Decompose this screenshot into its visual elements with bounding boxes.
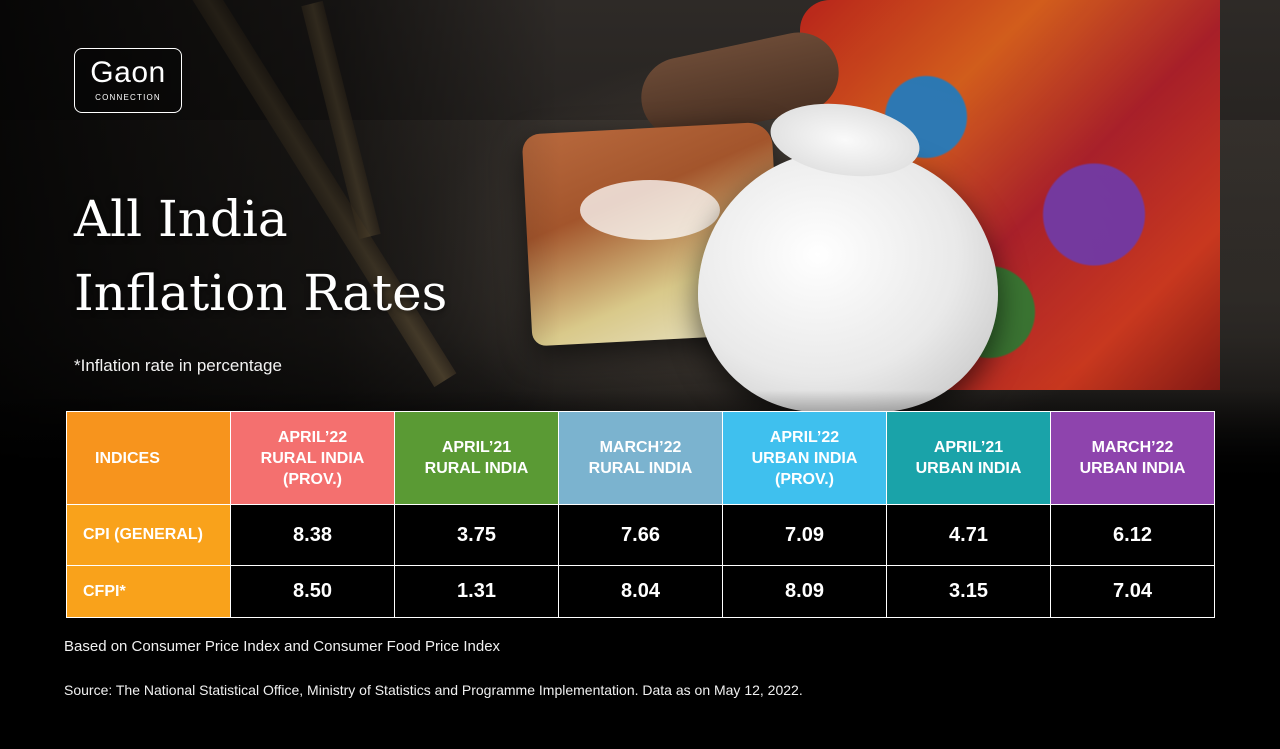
white-sack [698, 150, 998, 412]
title-line-1: All India [74, 190, 288, 248]
header-march22-urban: MARCH’22 URBAN INDIA [1050, 411, 1215, 505]
table-row-cfpi: CFPI* 8.50 1.31 8.04 8.09 3.15 7.04 [66, 565, 1215, 618]
header-april21-rural: APRIL’21 RURAL INDIA [394, 411, 559, 505]
cell-value: 3.75 [394, 504, 559, 566]
cell-value: 6.12 [1050, 504, 1215, 566]
title-line-2: Inflation Rates [74, 264, 448, 322]
cell-value: 8.38 [230, 504, 395, 566]
cell-value: 8.50 [230, 565, 395, 618]
header-april22-rural: APRIL’22 RURAL INDIA (PROV.) [230, 411, 395, 505]
logo-main-text: Gaon [90, 56, 166, 89]
cell-value: 7.09 [722, 504, 887, 566]
header-april22-urban: APRIL’22 URBAN INDIA (PROV.) [722, 411, 887, 505]
table-row-cpi: CPI (GENERAL) 8.38 3.75 7.66 7.09 4.71 6… [66, 504, 1215, 566]
inflation-table: INDICES APRIL’22 RURAL INDIA (PROV.) APR… [66, 411, 1215, 618]
row-label-cpi: CPI (GENERAL) [66, 504, 231, 566]
basis-footnote: Based on Consumer Price Index and Consum… [64, 638, 501, 655]
cell-value: 8.04 [558, 565, 723, 618]
cell-value: 4.71 [886, 504, 1051, 566]
brand-logo: Gaon CONNECTION [74, 48, 182, 113]
header-indices: INDICES [66, 411, 231, 505]
cell-value: 7.66 [558, 504, 723, 566]
table-header-row: INDICES APRIL’22 RURAL INDIA (PROV.) APR… [66, 411, 1215, 505]
cell-value: 1.31 [394, 565, 559, 618]
page-title: All India Inflation Rates [74, 182, 554, 330]
flour-sack-label [580, 180, 720, 240]
header-april21-urban: APRIL’21 URBAN INDIA [886, 411, 1051, 505]
row-label-cfpi: CFPI* [66, 565, 231, 618]
logo-sub-text: CONNECTION [95, 93, 161, 102]
source-footnote: Source: The National Statistical Office,… [64, 682, 803, 698]
cell-value: 7.04 [1050, 565, 1215, 618]
header-march22-rural: MARCH’22 RURAL INDIA [558, 411, 723, 505]
inflation-note: *Inflation rate in percentage [74, 356, 282, 375]
cell-value: 8.09 [722, 565, 887, 618]
cell-value: 3.15 [886, 565, 1051, 618]
